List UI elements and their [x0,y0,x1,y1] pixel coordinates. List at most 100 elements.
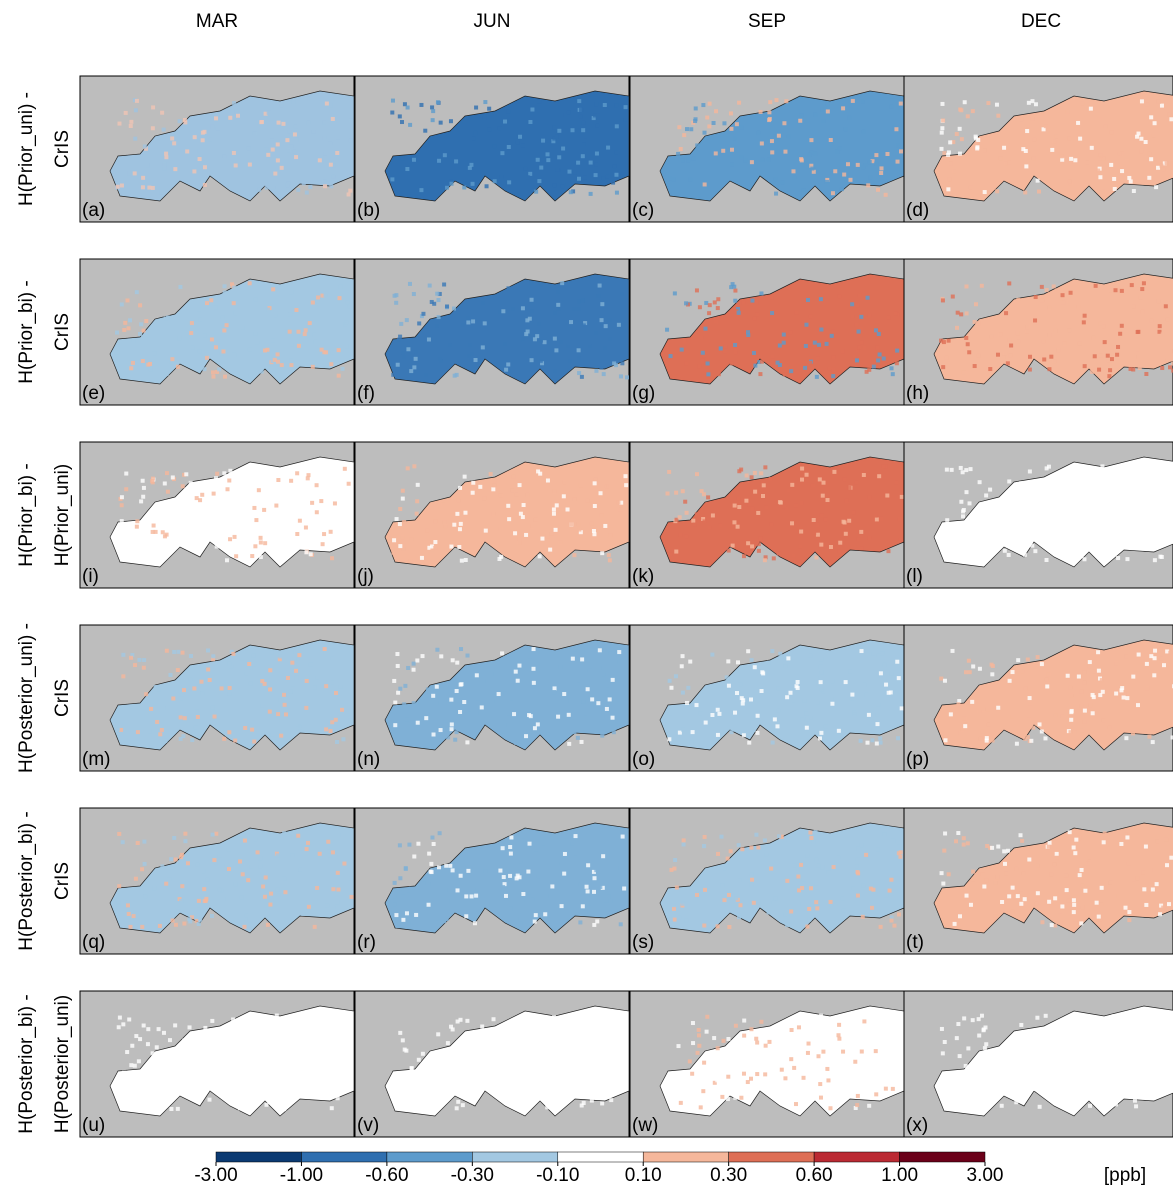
map-pixel [158,732,162,736]
map-pixel [862,1019,866,1023]
map-pixel [1092,669,1096,673]
map-pixel [134,877,138,881]
map-pixel [1038,722,1042,726]
map-pixel [142,486,146,490]
map-pixel [891,372,895,376]
map-pixel [1126,494,1130,498]
map-pixel [463,511,467,515]
map-pixel [437,159,441,163]
map-pixel [695,143,699,147]
map-pixel [1135,347,1139,351]
map-pixel [221,350,225,354]
map-pixel [160,728,164,732]
map-pixel [506,362,510,366]
map-pixel [131,339,135,343]
map-pixel [222,471,226,475]
map-pixel [247,531,251,535]
map-pixel [874,1018,878,1022]
map-pixel [556,290,560,294]
map-pixel [619,374,623,378]
map-pixel [462,185,466,189]
map-pixel [974,137,978,141]
map-pixel [287,1051,291,1055]
map-pixel [614,173,618,177]
map-pixel [726,857,730,861]
map-pixel [315,886,319,890]
map-pixel [497,692,501,696]
map-pixel [800,886,804,890]
map-pixel [595,919,599,923]
map-pixel [971,878,975,882]
map-pixel [1076,305,1080,309]
map-pixel [621,680,625,684]
map-pixel [1064,495,1068,499]
map-pixel [871,728,875,732]
map-pixel [221,315,225,319]
colorbar-segment [216,1152,301,1162]
map-pixel [297,344,301,348]
map-pixel [1010,715,1014,719]
map-pixel [1136,703,1140,707]
map-pixel [257,488,261,492]
map-pixel [855,864,859,868]
map-pixel [253,837,257,841]
map-pixel [184,492,188,496]
map-pixel [843,477,847,481]
map-pixel [739,903,743,907]
map-pixel [291,100,295,104]
map-pixel [894,480,898,484]
map-pixel [755,1072,759,1076]
map-pixel [282,877,286,881]
map-pixel [537,322,541,326]
map-pixel [961,470,965,474]
map-pixel [669,918,673,922]
map-pixel [599,366,603,370]
panel-label: (h) [906,383,929,404]
map-pixel [557,307,561,311]
map-pixel [716,852,720,856]
map-pixel [805,726,809,730]
map-pixel [588,1079,592,1083]
map-pixel [444,722,448,726]
map-pixel [1103,831,1107,835]
map-pixel [982,885,986,889]
map-pixel [1120,324,1124,328]
map-pixel [278,1057,282,1061]
map-pixel [149,1063,153,1067]
map-pixel [295,676,299,680]
map-pixel [502,723,506,727]
map-pixel [473,921,477,925]
map-pixel [967,350,971,354]
map-pixel [592,923,596,927]
map-pixel [406,106,410,110]
map-pixel [956,831,960,835]
map-pixel [760,670,764,674]
map-panel: (w) [630,991,904,1137]
map-pixel [1076,121,1080,125]
map-pixel [566,344,570,348]
map-pixel [1037,1049,1041,1053]
map-pixel [571,128,575,132]
map-pixel [467,354,471,358]
map-pixel [174,857,178,861]
map-pixel [289,690,293,694]
map-pixel [705,1030,709,1034]
map-pixel [577,356,581,360]
map-pixel [836,1033,840,1037]
map-pixel [711,513,715,517]
map-pixel [545,1071,549,1075]
map-pixel [567,110,571,114]
map-pixel [1007,479,1011,483]
map-pixel [701,1089,705,1093]
map-pixel [1091,711,1095,715]
map-pixel [543,912,547,916]
map-pixel [193,135,197,139]
map-pixel [283,1074,287,1078]
map-pixel [295,532,299,536]
map-pixel [1161,1086,1165,1090]
map-pixel [1159,164,1163,168]
map-pixel [804,711,808,715]
map-pixel [1006,849,1010,853]
map-pixel [594,162,598,166]
map-pixel [702,492,706,496]
